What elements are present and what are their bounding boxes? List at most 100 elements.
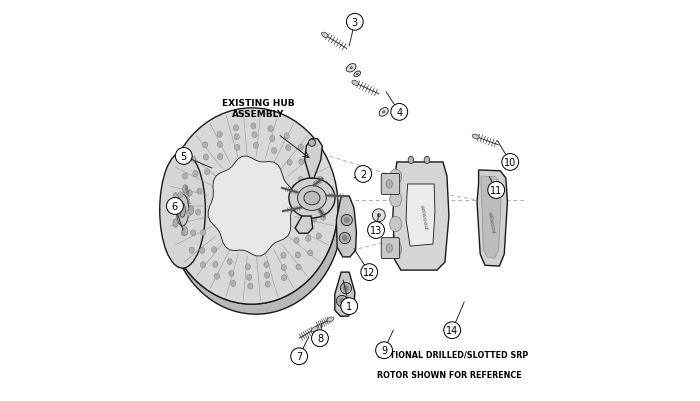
Ellipse shape <box>211 247 217 253</box>
Circle shape <box>344 286 349 291</box>
Text: wilwood: wilwood <box>487 211 496 234</box>
Ellipse shape <box>321 215 326 221</box>
Circle shape <box>360 264 377 281</box>
Ellipse shape <box>312 196 317 203</box>
Polygon shape <box>393 162 449 270</box>
Text: 9: 9 <box>381 345 387 355</box>
Ellipse shape <box>281 253 286 259</box>
Ellipse shape <box>195 210 201 216</box>
Ellipse shape <box>346 65 356 73</box>
Ellipse shape <box>199 248 205 254</box>
Circle shape <box>502 154 519 171</box>
Ellipse shape <box>190 230 196 236</box>
Circle shape <box>340 283 351 294</box>
Ellipse shape <box>272 148 276 154</box>
Ellipse shape <box>350 68 352 70</box>
Ellipse shape <box>187 190 192 196</box>
Ellipse shape <box>298 186 326 211</box>
Ellipse shape <box>312 327 318 332</box>
Ellipse shape <box>308 140 316 147</box>
Text: 12: 12 <box>363 267 375 277</box>
Circle shape <box>341 298 358 315</box>
Ellipse shape <box>284 134 289 140</box>
Polygon shape <box>337 196 356 257</box>
Ellipse shape <box>281 265 286 271</box>
Circle shape <box>340 299 344 304</box>
Text: OPTIONAL DRILLED/SLOTTED SRP: OPTIONAL DRILLED/SLOTTED SRP <box>377 349 528 358</box>
Polygon shape <box>295 217 313 234</box>
Ellipse shape <box>246 275 252 281</box>
Ellipse shape <box>214 273 220 279</box>
Ellipse shape <box>245 264 251 270</box>
Ellipse shape <box>308 177 313 183</box>
Text: 7: 7 <box>296 351 302 361</box>
Ellipse shape <box>217 142 223 148</box>
Ellipse shape <box>160 152 205 268</box>
Circle shape <box>167 198 183 215</box>
Ellipse shape <box>352 81 358 86</box>
Ellipse shape <box>213 261 218 267</box>
Text: 3: 3 <box>351 18 358 28</box>
Polygon shape <box>183 152 218 273</box>
Ellipse shape <box>200 262 206 268</box>
Polygon shape <box>406 184 435 247</box>
Ellipse shape <box>306 236 311 242</box>
Ellipse shape <box>186 211 192 217</box>
Ellipse shape <box>188 206 194 215</box>
Ellipse shape <box>234 134 239 140</box>
Ellipse shape <box>204 169 210 175</box>
Ellipse shape <box>298 177 303 183</box>
Ellipse shape <box>424 157 430 164</box>
Polygon shape <box>166 207 342 314</box>
Ellipse shape <box>176 194 189 227</box>
Ellipse shape <box>230 281 236 287</box>
Ellipse shape <box>386 180 393 189</box>
Ellipse shape <box>303 197 308 203</box>
Ellipse shape <box>202 143 208 149</box>
Text: ROTOR SHOWN FOR REFERENCE: ROTOR SHOWN FOR REFERENCE <box>377 370 522 379</box>
Ellipse shape <box>372 209 385 222</box>
Ellipse shape <box>281 275 286 281</box>
Ellipse shape <box>408 157 414 164</box>
Ellipse shape <box>264 262 269 268</box>
Ellipse shape <box>287 160 292 166</box>
Text: 1: 1 <box>346 302 352 312</box>
Ellipse shape <box>217 132 223 138</box>
Ellipse shape <box>390 170 402 185</box>
Text: 10: 10 <box>504 158 517 168</box>
Circle shape <box>344 218 349 223</box>
Text: 6: 6 <box>172 202 178 211</box>
Ellipse shape <box>180 203 186 218</box>
Ellipse shape <box>183 185 188 194</box>
Circle shape <box>337 296 348 307</box>
Ellipse shape <box>377 214 380 217</box>
Ellipse shape <box>270 136 275 142</box>
Ellipse shape <box>178 192 183 198</box>
Ellipse shape <box>200 230 206 236</box>
Circle shape <box>312 330 328 347</box>
Ellipse shape <box>308 250 313 256</box>
Ellipse shape <box>316 233 321 239</box>
Circle shape <box>290 348 307 365</box>
Circle shape <box>391 104 407 121</box>
Text: 13: 13 <box>370 225 382 235</box>
Ellipse shape <box>265 282 270 288</box>
Text: wilwood: wilwood <box>183 184 190 205</box>
Ellipse shape <box>356 74 358 75</box>
Ellipse shape <box>183 174 188 180</box>
Ellipse shape <box>191 157 196 163</box>
Ellipse shape <box>298 145 303 151</box>
Ellipse shape <box>312 217 316 223</box>
Ellipse shape <box>482 174 493 183</box>
Ellipse shape <box>218 154 223 160</box>
Ellipse shape <box>252 132 257 138</box>
Circle shape <box>376 342 393 359</box>
Text: 4: 4 <box>396 107 402 117</box>
Circle shape <box>342 236 347 241</box>
Polygon shape <box>304 140 323 178</box>
Ellipse shape <box>251 124 256 130</box>
Ellipse shape <box>486 177 489 180</box>
Polygon shape <box>208 157 295 256</box>
Ellipse shape <box>189 247 195 253</box>
Text: 5: 5 <box>181 152 187 162</box>
